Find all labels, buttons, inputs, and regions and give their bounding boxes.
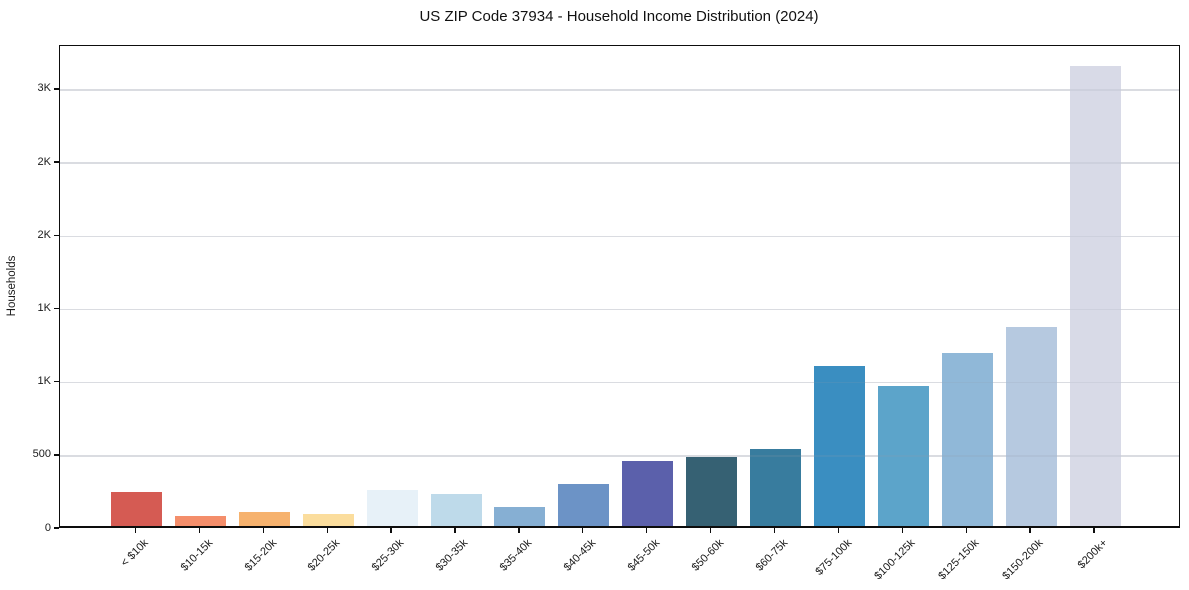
x-tick-mark xyxy=(390,528,392,533)
bar xyxy=(558,483,610,526)
gridlines-layer xyxy=(60,46,1179,526)
x-tick-mark xyxy=(709,528,712,533)
bar xyxy=(111,492,162,526)
y-tick-label: 0 xyxy=(44,521,51,534)
bar xyxy=(813,365,865,526)
y-tick-label: 3K xyxy=(37,82,51,95)
bar xyxy=(238,512,290,526)
x-tick-label: $75-100k xyxy=(812,537,854,578)
x-tick-mark xyxy=(1093,528,1095,533)
x-tick-label: $10-15k xyxy=(178,537,215,574)
y-tick-mark xyxy=(54,527,59,529)
x-tick-label: $50-60k xyxy=(689,537,727,574)
gridline-overlay xyxy=(60,455,1179,457)
gridline xyxy=(60,455,1179,457)
gridline xyxy=(60,308,1179,311)
x-tick-mark xyxy=(773,528,776,533)
x-tick-mark xyxy=(646,528,648,533)
y-tick-label: 1K xyxy=(37,301,51,314)
x-tick-label: $150-200k xyxy=(1000,537,1046,583)
x-tick-mark xyxy=(326,528,328,533)
bar xyxy=(1069,65,1121,526)
chart-title: US ZIP Code 37934 - Household Income Dis… xyxy=(419,8,819,25)
bar xyxy=(622,460,674,526)
bar xyxy=(686,457,738,526)
x-tick-label: $100-125k xyxy=(872,537,918,583)
gridline xyxy=(60,89,1179,91)
gridline-overlay xyxy=(60,235,1179,238)
y-tick-label: 2K xyxy=(37,228,51,241)
x-tick-mark xyxy=(518,528,520,533)
gridline xyxy=(60,235,1179,238)
x-tick-label: $60-75k xyxy=(753,537,790,574)
x-tick-mark xyxy=(837,528,840,533)
x-tick-mark xyxy=(1029,528,1031,533)
x-tick-label: $45-50k xyxy=(625,537,663,574)
bar xyxy=(302,514,354,526)
x-tick-label: $40-45k xyxy=(561,537,599,574)
bar xyxy=(877,385,929,526)
gridline-overlay xyxy=(60,89,1179,91)
y-tick-mark xyxy=(54,380,59,383)
x-tick-label: $25-30k xyxy=(369,537,407,574)
x-tick-mark xyxy=(965,528,967,533)
y-tick-mark xyxy=(54,307,59,310)
gridline xyxy=(60,162,1179,164)
gridline-overlay xyxy=(60,162,1179,164)
x-tick-label: $30-35k xyxy=(433,537,471,574)
x-tick-label: $15-20k xyxy=(242,537,279,574)
bar xyxy=(174,515,226,526)
x-tick-mark xyxy=(134,528,137,533)
x-tick-mark xyxy=(454,528,456,533)
x-tick-mark xyxy=(901,528,903,533)
y-tick-label: 1K xyxy=(37,375,51,388)
bar xyxy=(494,506,546,526)
x-tick-mark xyxy=(198,528,201,533)
x-tick-label: $35-40k xyxy=(497,537,535,574)
bar xyxy=(941,352,993,526)
x-tick-label: $20-25k xyxy=(306,537,343,574)
bar xyxy=(1005,326,1057,526)
x-tick-mark xyxy=(262,528,264,533)
plot-area xyxy=(59,45,1180,528)
x-tick-label: $200k+ xyxy=(1075,537,1110,572)
bar xyxy=(366,490,418,526)
x-tick-mark xyxy=(582,528,584,533)
y-tick-mark xyxy=(54,88,59,90)
y-tick-label: 2K xyxy=(37,155,51,168)
x-tick-label: $125-150k xyxy=(936,537,982,583)
y-tick-label: 500 xyxy=(32,448,51,461)
y-tick-mark xyxy=(54,234,59,236)
y-tick-mark xyxy=(54,161,59,163)
gridlines-overlay-layer xyxy=(60,46,1179,526)
gridline-overlay xyxy=(60,308,1179,311)
bar xyxy=(750,449,801,526)
bar xyxy=(430,493,482,526)
bars-layer xyxy=(60,46,1179,526)
gridline-overlay xyxy=(60,381,1179,384)
gridline xyxy=(60,381,1179,384)
y-tick-mark xyxy=(54,454,59,456)
x-tick-label: < $10k xyxy=(118,537,151,570)
